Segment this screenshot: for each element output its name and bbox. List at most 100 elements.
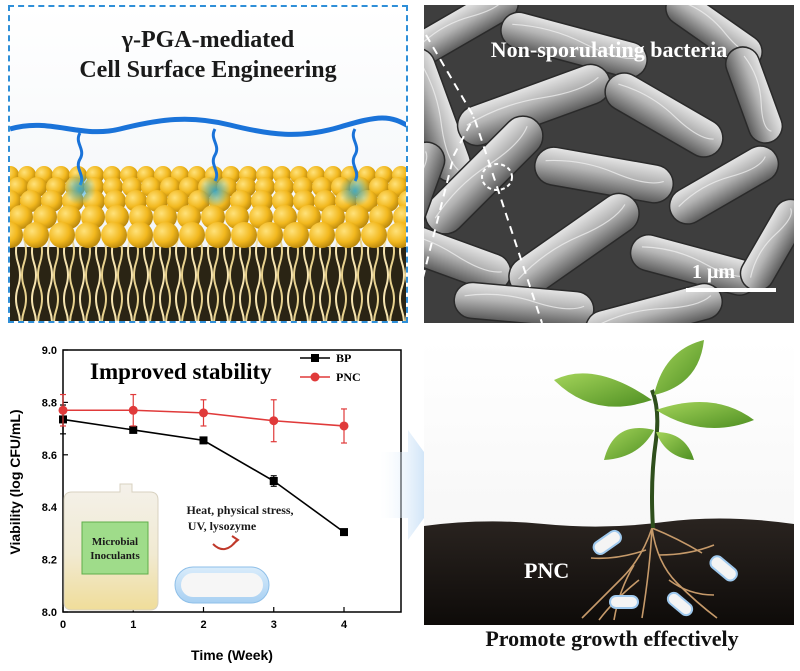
bacterium-rod [456, 63, 612, 147]
title-line-1: γ-PGA-mediated [121, 27, 295, 53]
lipid-head [297, 205, 321, 229]
scale-bar-label: 1 μm [692, 261, 735, 283]
lipid-tail [207, 238, 213, 321]
binding-site-glow [339, 175, 371, 207]
lipid-tail [111, 238, 117, 321]
lipid-tail [159, 238, 165, 321]
data-point-bp [199, 436, 208, 445]
data-point-pnc [269, 416, 279, 426]
y-tick-label: 8.6 [42, 450, 57, 462]
stress-arrow-head [231, 535, 240, 545]
soil [424, 518, 794, 625]
leaf [554, 373, 652, 407]
lipid-tail [309, 238, 315, 321]
data-point-bp [269, 477, 278, 485]
leaf [656, 402, 754, 428]
lipid-tails [15, 238, 406, 321]
lipid-tail [149, 238, 155, 321]
bottle-label-2: Inoculants [90, 550, 140, 562]
lipid-tail [117, 238, 123, 321]
lipid-tail [69, 238, 75, 321]
lipid-tail [325, 238, 331, 321]
bottle-label-1: Microbial [92, 536, 138, 548]
lipid-tail [191, 238, 197, 321]
lipid-tail [15, 238, 21, 321]
anchor-strand [211, 128, 219, 182]
lipid-head [257, 222, 283, 248]
x-axis: 0 1 2 3 4 [60, 607, 348, 631]
lipid-tail [143, 238, 149, 321]
data-point-pnc [128, 405, 138, 415]
lipid-tail [389, 238, 395, 321]
plant-illustration [424, 340, 794, 625]
x-tick-label: 1 [130, 619, 136, 631]
y-tick-label: 8.4 [42, 502, 58, 514]
bacterium-rod [500, 11, 648, 79]
y-tick-label: 8.2 [42, 555, 57, 567]
lipid-tail [405, 266, 406, 321]
anchor-strand [351, 128, 359, 182]
bacterium-rod [424, 141, 446, 249]
nanocoated-bacterium [609, 595, 639, 609]
lipid-tail [21, 238, 27, 321]
lipid-head [75, 222, 101, 248]
lipid-tail [367, 238, 373, 321]
stability-chart-panel: 8.0 8.2 8.4 8.6 8.8 9.0 0 1 2 3 4 Microbial Inocu… [0, 332, 408, 666]
y-axis-label: Viability (log CFU/mL) [7, 409, 23, 554]
lipid-tail [101, 238, 107, 321]
data-point-pnc [339, 421, 349, 431]
lipid-tail [127, 238, 133, 321]
rod-wrinkle [618, 83, 714, 140]
x-axis-label: Time (Week) [191, 647, 273, 663]
binding-site-glow [64, 173, 96, 205]
data-series [58, 393, 349, 537]
lipid-head [361, 222, 387, 248]
lipid-head [231, 222, 257, 248]
stress-text-2: UV, lysozyme [188, 519, 257, 533]
panel-caption: Promote growth effectively [485, 626, 739, 651]
rod-wrinkle [678, 156, 766, 207]
lipid-tail [351, 238, 357, 321]
lipid-tail [53, 238, 59, 321]
stability-chart: 8.0 8.2 8.4 8.6 8.8 9.0 0 1 2 3 4 Microbial Inocu… [7, 345, 402, 663]
title-line-2: Cell Surface Engineering [79, 57, 337, 83]
zoom-guide-line [425, 34, 543, 323]
lipid-tail [245, 238, 251, 321]
lipid-head [387, 222, 406, 248]
sem-micrograph-panel: Non-sporulating bacteria 1 μm [424, 5, 794, 323]
panel-title: γ-PGA-mediated Cell Surface Engineering [10, 25, 406, 85]
lipid-tail [373, 238, 379, 321]
bacterium-rod [604, 72, 724, 158]
lipid-tail [357, 238, 363, 321]
lipid-tail [229, 238, 235, 321]
rod-wrinkle [545, 159, 664, 184]
rod-wrinkle [743, 55, 772, 132]
x-tick-label: 3 [271, 619, 277, 631]
nanocoated-bacterium [592, 529, 622, 555]
rod-wrinkle [512, 23, 638, 60]
lipid-tail [165, 238, 171, 321]
lipid-head [49, 222, 75, 248]
legend-bp: BP [336, 351, 351, 365]
data-point-bp [129, 425, 138, 434]
lipid-tail [287, 238, 293, 321]
lipid-tail [31, 238, 37, 321]
y-tick-label: 9.0 [42, 345, 57, 357]
lipid-tail [341, 238, 347, 321]
lipid-tail [197, 238, 203, 321]
y-tick-label: 8.8 [42, 397, 57, 409]
bacterium-rod [668, 145, 780, 225]
lipid-head [283, 222, 309, 248]
rod-wrinkle [641, 246, 749, 277]
rod-wrinkle [424, 56, 459, 171]
leaf [656, 432, 694, 460]
lipid-head [101, 222, 127, 248]
lipid-head [23, 222, 49, 248]
plant-growth-panel: PNC [424, 340, 794, 625]
rod-wrinkle [518, 204, 626, 280]
y-axis: 8.0 8.2 8.4 8.6 8.8 9.0 [42, 345, 68, 619]
lipid-tail [261, 238, 267, 321]
rod-wrinkle [424, 230, 502, 273]
pnc-label: PNC [524, 558, 570, 583]
bacterium-rod [424, 5, 519, 65]
